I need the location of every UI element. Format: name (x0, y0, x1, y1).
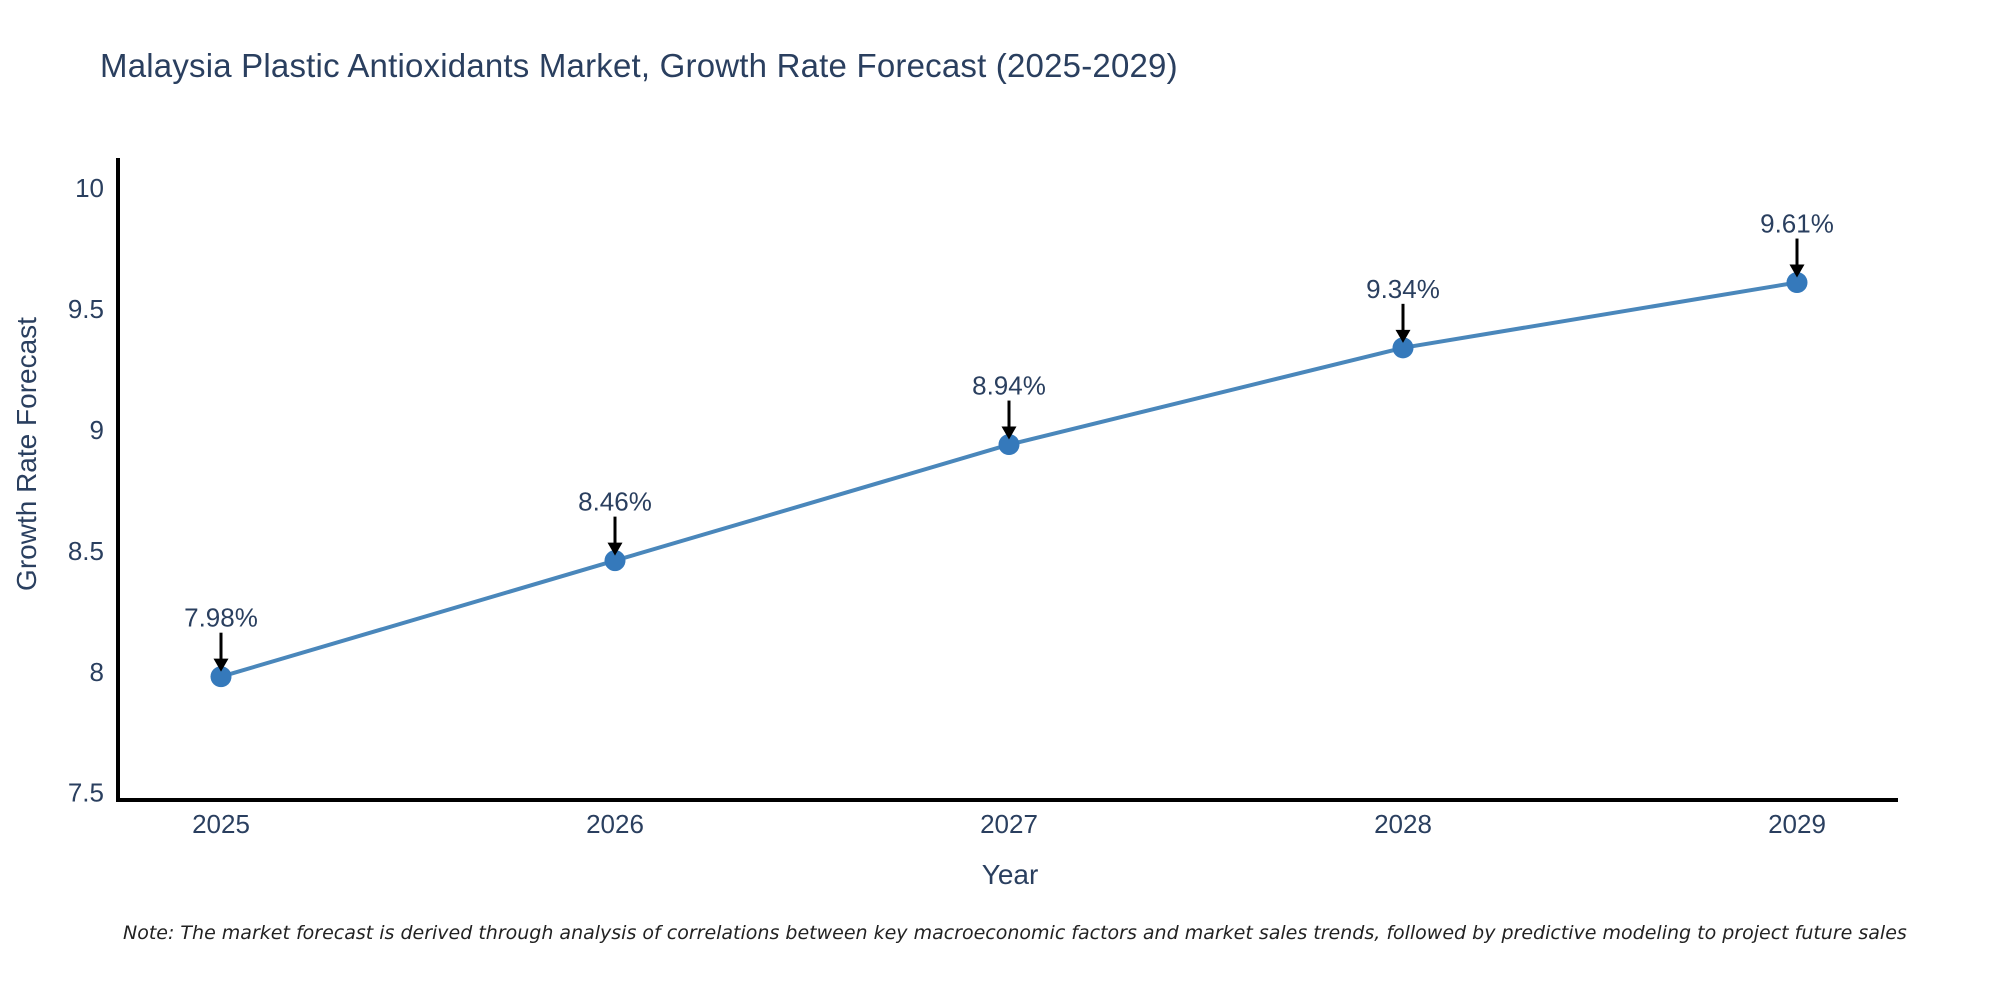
data-point-label: 8.46% (578, 487, 652, 517)
x-tick-label: 2028 (1374, 809, 1432, 839)
data-point-label: 8.94% (972, 371, 1046, 401)
annotation-arrow-head (1789, 264, 1805, 278)
y-tick-label: 8.5 (68, 536, 104, 566)
x-tick-label: 2026 (586, 809, 644, 839)
x-axis-title: Year (981, 859, 1039, 890)
y-tick-label: 7.5 (68, 778, 104, 808)
annotation-arrow-head (213, 658, 229, 672)
chart-title: Malaysia Plastic Antioxidants Market, Gr… (100, 47, 1178, 84)
y-tick-label: 10 (75, 173, 104, 203)
annotation-arrow-head (1001, 426, 1017, 440)
y-tick-label: 9 (90, 415, 104, 445)
y-tick-label: 8 (90, 657, 104, 687)
data-point (604, 550, 626, 572)
x-tick-label: 2029 (1768, 809, 1826, 839)
data-point (1786, 272, 1808, 294)
x-tick-label: 2027 (980, 809, 1038, 839)
annotation-arrow-head (1395, 329, 1411, 343)
data-point (210, 666, 232, 688)
annotation-arrow-head (607, 542, 623, 556)
data-point-label: 9.61% (1760, 209, 1834, 239)
y-tick-label: 9.5 (68, 294, 104, 324)
data-point-label: 9.34% (1366, 274, 1440, 304)
data-point (998, 434, 1020, 456)
footnote: Note: The market forecast is derived thr… (123, 922, 1907, 944)
series-line (219, 280, 1799, 679)
x-tick-label: 2025 (192, 809, 250, 839)
data-point-label: 7.98% (184, 603, 258, 633)
data-point (1392, 337, 1414, 359)
